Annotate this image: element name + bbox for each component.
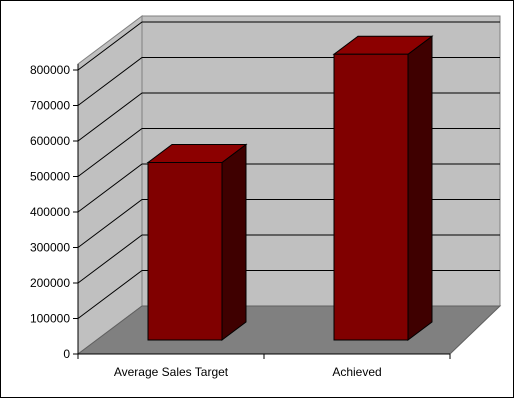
bar	[147, 162, 223, 341]
bar-side	[407, 35, 433, 341]
floor	[76, 305, 502, 355]
y-tick-label: 400000	[30, 205, 70, 219]
bar-side	[221, 143, 247, 341]
y-tick-label: 600000	[30, 134, 70, 148]
y-tick-label: 200000	[30, 276, 70, 290]
side-wall	[77, 15, 143, 355]
plot-area: 0 100000 200000 300000 400000 500000 600000 700…	[30, 15, 502, 379]
y-tick-label: 500000	[30, 170, 70, 184]
bar	[333, 53, 409, 341]
x-tick-label: Achieved	[332, 365, 381, 379]
gridline	[77, 21, 500, 71]
y-tick-label: 700000	[30, 99, 70, 113]
y-tick-label: 800000	[30, 63, 70, 77]
y-tick-label: 300000	[30, 241, 70, 255]
x-tick-label: Average Sales Target	[114, 365, 229, 379]
y-tick-label: 100000	[30, 312, 70, 326]
y-tick-label: 0	[63, 347, 70, 361]
